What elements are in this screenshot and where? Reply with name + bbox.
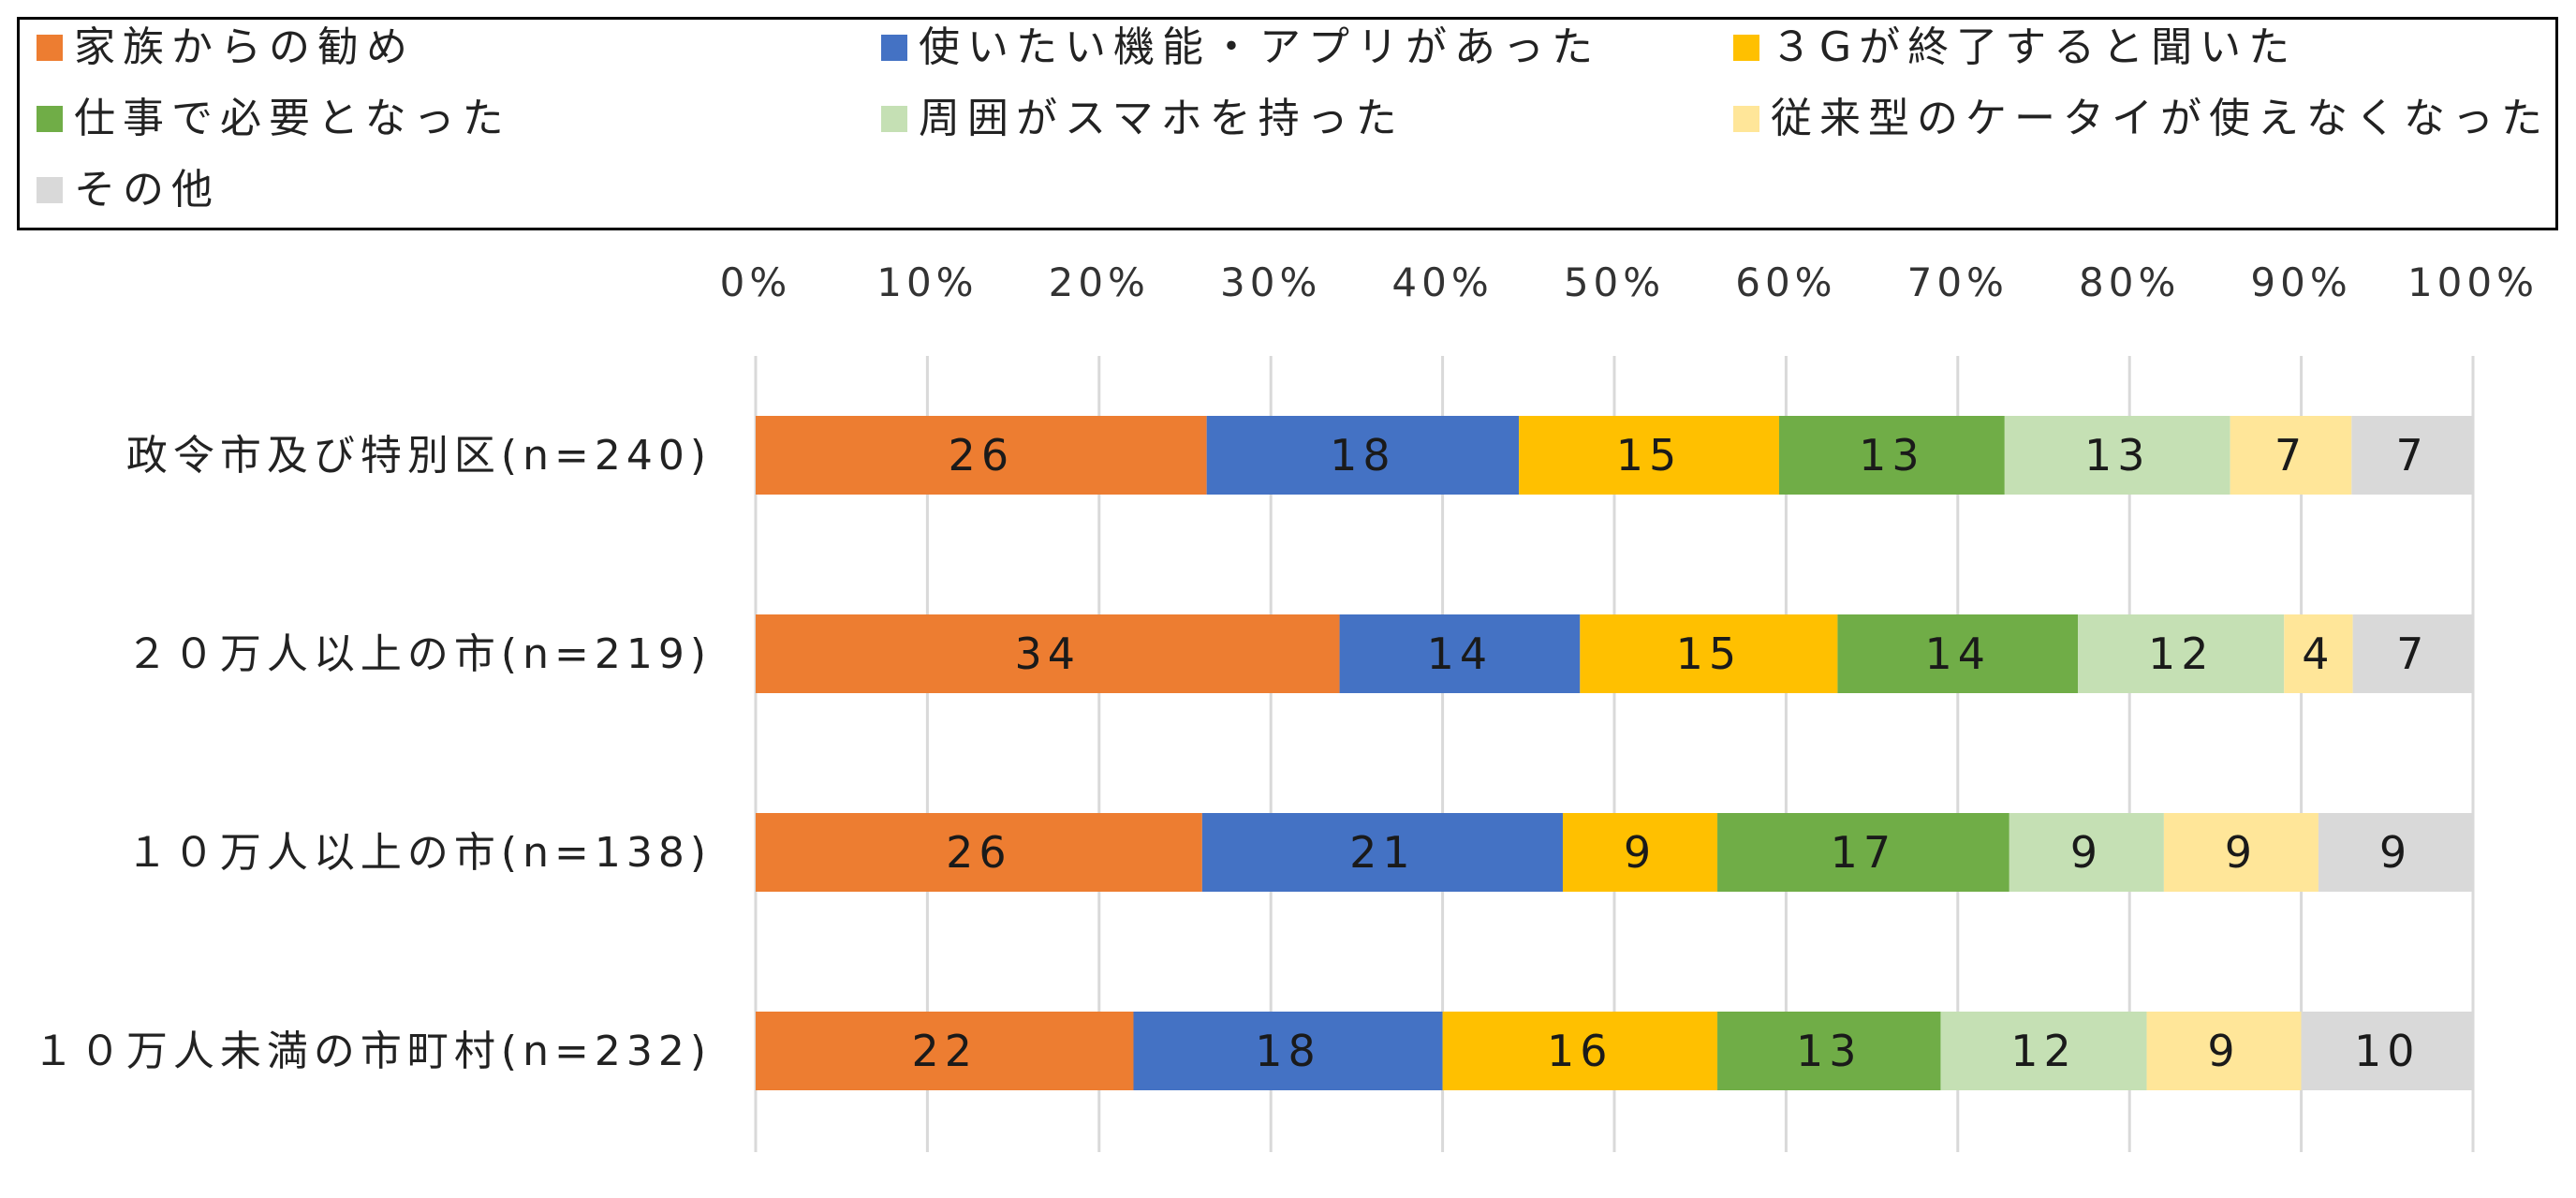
legend-swatch: [37, 177, 63, 203]
legend-item: 従来型のケータイが使えなくなった: [1733, 98, 2550, 140]
bar-segment: [2351, 416, 2473, 495]
legend-label: 使いたい機能・アプリがあった: [919, 23, 1600, 71]
bar-segment: [1201, 813, 1563, 892]
data-label: 13: [2084, 430, 2151, 481]
data-label: 7: [2396, 629, 2429, 679]
data-label: 15: [1616, 430, 1683, 481]
data-label: 26: [949, 430, 1015, 481]
bar-segment: [756, 813, 1202, 892]
x-tick-label: 30%: [1220, 259, 1321, 305]
legend-item: 家族からの勧め: [37, 27, 415, 68]
data-label: 14: [1427, 629, 1494, 679]
legend-swatch: [881, 35, 907, 61]
data-label: 14: [1925, 629, 1992, 679]
data-label: 4: [2302, 629, 2334, 679]
x-tick-label: 50%: [1564, 259, 1665, 305]
bar-segment: [1562, 813, 1718, 892]
bar-segment: [756, 1012, 1134, 1090]
data-label: 13: [1796, 1026, 1862, 1076]
bar-segment: [1133, 1012, 1443, 1090]
category-label: １０万人未満の市町村(n=232): [33, 1028, 712, 1075]
bar-segment: [756, 614, 1340, 693]
legend: 家族からの勧め 使いたい機能・アプリがあった ３Gが終了すると聞いた仕事で必要となっ…: [17, 17, 2558, 230]
data-label: 21: [1349, 827, 1416, 878]
legend-label: ３Gが終了すると聞いた: [1771, 23, 2298, 71]
legend-label: 家族からの勧め: [74, 23, 415, 71]
legend-item: 使いたい機能・アプリがあった: [881, 27, 1600, 68]
bar-segment: [1442, 1012, 1718, 1090]
data-label: 34: [1015, 629, 1082, 679]
data-label: 9: [2225, 827, 2258, 878]
data-label: 12: [2148, 629, 2215, 679]
legend-item: 周囲がスマホを持った: [881, 98, 1405, 140]
bar-segment: [756, 416, 1207, 495]
legend-swatch: [881, 106, 907, 132]
bar-segment: [1717, 1012, 1941, 1090]
legend-label: 仕事で必要となった: [74, 95, 511, 142]
bar-segment: [2078, 614, 2285, 693]
x-tick-label: 70%: [1907, 259, 2009, 305]
legend-label: 従来型のケータイが使えなくなった: [1771, 95, 2550, 142]
legend-item: ３Gが終了すると聞いた: [1733, 27, 2297, 68]
bar-segment: [2163, 813, 2318, 892]
data-label: 13: [1859, 430, 1925, 481]
category-label: 政令市及び特別区(n=240): [126, 432, 712, 480]
legend-label: 周囲がスマホを持った: [919, 95, 1405, 142]
bar-segment: [1339, 614, 1581, 693]
bar-segment: [2284, 614, 2353, 693]
legend-item: 仕事で必要となった: [37, 98, 511, 140]
bar-segment: [1837, 614, 2079, 693]
data-label: 15: [1676, 629, 1743, 679]
bar-segment: [2009, 813, 2164, 892]
x-tick-label: 100%: [2407, 259, 2539, 305]
data-label: 18: [1330, 430, 1396, 481]
data-label: 9: [1624, 827, 1656, 878]
bar-segment: [1206, 416, 1520, 495]
x-tick-label: 10%: [876, 259, 978, 305]
data-label: 17: [1831, 827, 1897, 878]
x-tick-label: 90%: [2250, 259, 2351, 305]
x-tick-label: 40%: [1391, 259, 1493, 305]
bar-segment: [2230, 416, 2352, 495]
data-label: 9: [2379, 827, 2412, 878]
bar-segment: [2318, 813, 2473, 892]
data-label: 16: [1547, 1026, 1613, 1076]
x-tick-label: 20%: [1049, 259, 1150, 305]
data-label: 7: [2396, 430, 2429, 481]
bar-segment: [2146, 1012, 2302, 1090]
bar-segment: [2352, 614, 2473, 693]
data-label: 18: [1255, 1026, 1321, 1076]
data-label: 7: [2274, 430, 2307, 481]
legend-swatch: [37, 35, 63, 61]
data-label: 9: [2207, 1026, 2240, 1076]
bar-segment: [1519, 416, 1779, 495]
legend-swatch: [1733, 35, 1759, 61]
data-label: 12: [2010, 1026, 2077, 1076]
bar-segment: [1778, 416, 2005, 495]
data-label: 26: [946, 827, 1012, 878]
bar-segment: [2301, 1012, 2473, 1090]
data-label: 22: [911, 1026, 978, 1076]
legend-label: その他: [74, 166, 220, 214]
data-label: 10: [2354, 1026, 2421, 1076]
data-label: 9: [2070, 827, 2103, 878]
legend-swatch: [1733, 106, 1759, 132]
category-label: ２０万人以上の市(n=219): [126, 630, 712, 678]
x-tick-label: 60%: [1735, 259, 1836, 305]
legend-item: その他: [37, 170, 220, 211]
bar-segment: [1940, 1012, 2147, 1090]
x-tick-label: 80%: [2079, 259, 2180, 305]
bar-segment: [2004, 416, 2230, 495]
x-tick-label: 0%: [720, 259, 792, 305]
legend-swatch: [37, 106, 63, 132]
bar-segment: [1717, 813, 2009, 892]
bar-segment: [1580, 614, 1838, 693]
category-label: １０万人以上の市(n=138): [126, 829, 712, 877]
